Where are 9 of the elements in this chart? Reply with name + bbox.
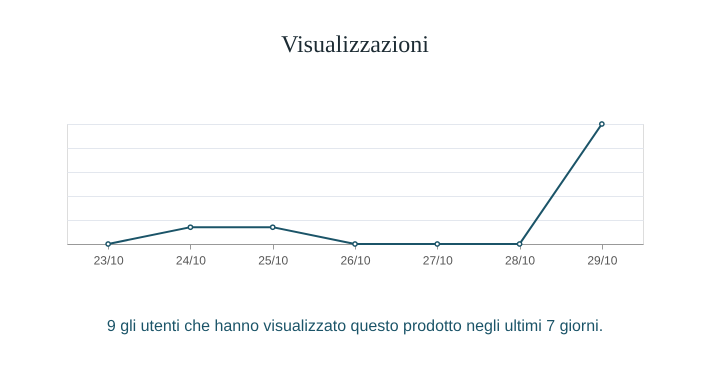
- x-tick-label: 24/10: [176, 254, 206, 268]
- x-tick-label: 23/10: [94, 254, 124, 268]
- x-tick-label: 25/10: [258, 254, 289, 268]
- x-tick-label: 26/10: [340, 254, 371, 268]
- text: 9 gli utenti che hanno visualizzato questo prodotto negli ultimi 7 giorni.: [106, 318, 604, 335]
- chart-title: Visualizzazioni: [281, 32, 430, 58]
- x-tick-label: 29/10: [587, 254, 618, 268]
- x-tick-label: 27/10: [422, 254, 454, 268]
- x-tick-label: 28/10: [505, 254, 536, 268]
